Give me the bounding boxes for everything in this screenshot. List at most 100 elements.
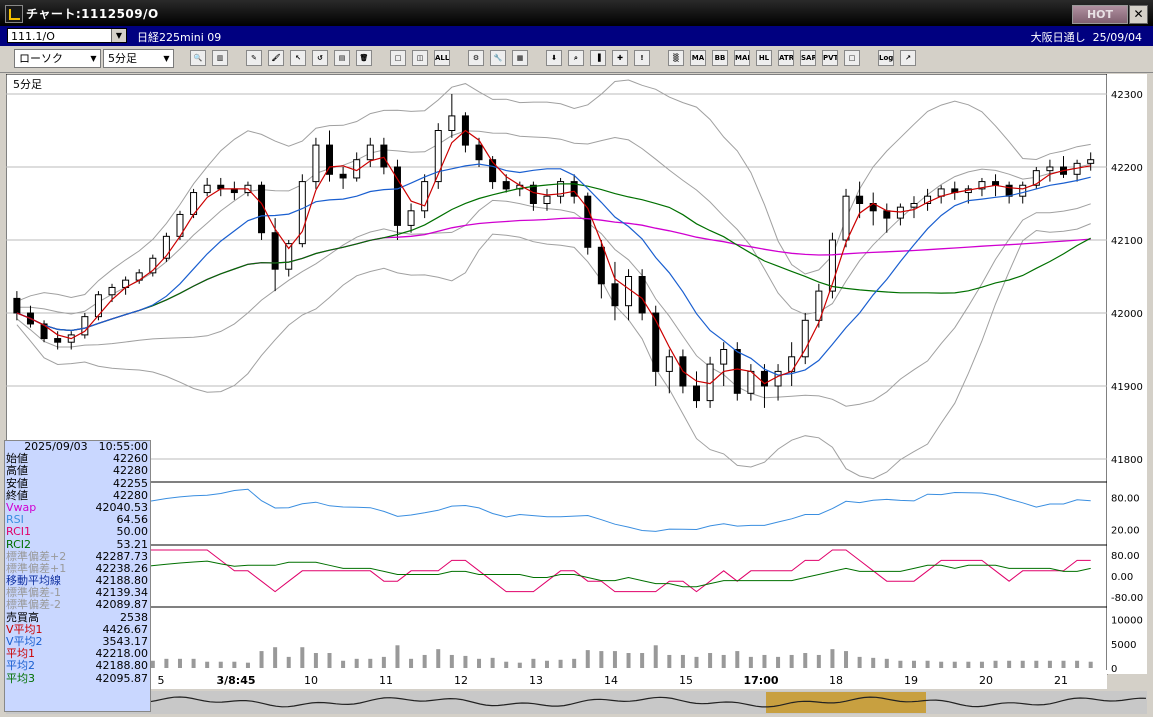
chart-type-select[interactable]: ローソク ▼: [14, 49, 101, 68]
candlestick: [298, 174, 306, 248]
cross-icon[interactable]: ✚: [612, 50, 628, 66]
palette-icon[interactable]: ▦: [512, 50, 528, 66]
timeframe-select[interactable]: 5分足 ▼: [103, 49, 174, 68]
hot-button[interactable]: HOT: [1072, 5, 1128, 24]
session-label: 大阪日通し: [1030, 31, 1086, 44]
candlestick: [339, 167, 347, 189]
volume-bar: [327, 653, 332, 668]
log-icon[interactable]: Log: [878, 50, 894, 66]
readout-label: V平均1: [6, 622, 43, 636]
trash-icon[interactable]: 🗑: [356, 50, 372, 66]
readout-row: V平均1 4426.67: [5, 622, 150, 636]
price-tick-label: 41900: [1111, 382, 1143, 393]
export-icon[interactable]: ↗: [900, 50, 916, 66]
candlestick: [706, 356, 714, 408]
candlestick: [720, 342, 728, 386]
pen-icon[interactable]: ✎: [246, 50, 262, 66]
disabled-icon[interactable]: !: [634, 50, 650, 66]
volume-bar: [245, 662, 250, 668]
readout-label: RCI1: [6, 525, 32, 539]
volume-bar: [205, 661, 210, 668]
candlestick: [557, 177, 565, 204]
candle-b-icon[interactable]: ◫: [412, 50, 428, 66]
chevron-down-icon[interactable]: ▼: [160, 50, 173, 67]
rotate-icon[interactable]: ↺: [312, 50, 328, 66]
candlestick: [597, 240, 605, 299]
readout-row: 移動平均線 42188.80: [5, 574, 150, 587]
all-icon[interactable]: ALL: [434, 50, 450, 66]
readout-row: 標準偏差-1 42139.34: [5, 587, 150, 599]
volume-bar: [708, 653, 713, 668]
time-tick-label: 19: [904, 674, 918, 687]
volume-bar: [653, 645, 658, 668]
volume-bar: [558, 659, 563, 668]
time-tick-label: 17:00: [743, 674, 778, 687]
grid-icon[interactable]: ▒: [668, 50, 684, 66]
window-title: チャート:1112509/O: [26, 7, 159, 21]
ma-icon[interactable]: MA: [690, 50, 706, 66]
price-tick-label: 41800: [1111, 455, 1143, 466]
candlestick: [434, 123, 442, 189]
close-icon[interactable]: ✕: [1129, 5, 1148, 24]
volume-bar: [300, 647, 305, 668]
wrench-icon[interactable]: 🔧: [490, 50, 506, 66]
readout-value: 42040.53: [95, 500, 149, 514]
volume-bar: [164, 658, 169, 668]
bb-icon[interactable]: BB: [712, 50, 728, 66]
candle-a-icon[interactable]: □: [390, 50, 406, 66]
time-tick-label: 20: [979, 674, 993, 687]
volume-bar: [776, 656, 781, 668]
readout-value: 42238.26: [95, 561, 149, 575]
price-tick-label: 42200: [1111, 163, 1143, 174]
volume-bar: [1061, 660, 1066, 668]
readout-row: RCI2 53.21: [5, 538, 150, 551]
zoom-icon[interactable]: 🔍: [190, 50, 206, 66]
chart-svg[interactable]: 42300 42200 42100 42000 41900 41800 80.00 20.0…: [5, 73, 1147, 714]
pvt-icon[interactable]: PVT: [822, 50, 838, 66]
readout-row: RSI 64.56: [5, 513, 150, 527]
readout-row: 平均2 42188.80: [5, 660, 150, 672]
notes-icon[interactable]: ▤: [334, 50, 350, 66]
settings-icon[interactable]: ⚙: [468, 50, 484, 66]
readout-label: 平均1: [6, 647, 35, 661]
readout-label: V平均2: [6, 635, 43, 648]
pointer-icon[interactable]: ↖: [290, 50, 306, 66]
candlestick: [81, 313, 89, 339]
timeframe-label: 5分足: [13, 78, 42, 91]
candlestick: [162, 232, 170, 262]
volume-bar: [830, 649, 835, 668]
chart-area[interactable]: 42300 42200 42100 42000 41900 41800 80.00 20.0…: [5, 73, 1147, 714]
rci2-line: [16, 560, 1091, 603]
readout-row: Vwap 42040.53: [5, 500, 150, 514]
symbol-value: 111.1/O: [11, 30, 55, 43]
readout-value: 64.56: [116, 513, 149, 527]
candlestick: [774, 364, 782, 401]
chart-app-icon: [5, 5, 23, 23]
box-icon[interactable]: □: [844, 50, 860, 66]
readout-label: 標準偏差-1: [6, 586, 61, 600]
chevron-down-icon[interactable]: ▼: [111, 29, 126, 42]
sar-icon[interactable]: SAR: [800, 50, 816, 66]
bookmark-icon[interactable]: ⬇: [546, 50, 562, 66]
bars-icon[interactable]: ▐: [590, 50, 606, 66]
volume-bar: [952, 661, 957, 668]
symbol-select[interactable]: 111.1/O ▼: [7, 28, 127, 43]
candlestick: [421, 174, 429, 219]
brush-icon[interactable]: 🖌: [268, 50, 284, 66]
readout-label: RSI: [6, 513, 24, 527]
readout-row: 標準偏差-2 42089.87: [5, 599, 150, 611]
atr-icon[interactable]: ATR: [778, 50, 794, 66]
volume-bar: [803, 653, 808, 668]
volume-bar: [422, 654, 427, 668]
volume-bar: [694, 656, 699, 668]
search-chart-icon[interactable]: ⌕: [568, 50, 584, 66]
chevron-down-icon[interactable]: ▼: [87, 50, 100, 67]
hl-icon[interactable]: HL: [756, 50, 772, 66]
readout-value: 42280: [113, 464, 148, 478]
mae-icon[interactable]: MAE: [734, 50, 750, 66]
columns-icon[interactable]: ▥: [212, 50, 228, 66]
bollinger-band-line: [16, 130, 1091, 315]
time-tick-label: 11: [379, 674, 393, 687]
candlestick: [312, 137, 320, 189]
candlestick: [448, 94, 456, 138]
